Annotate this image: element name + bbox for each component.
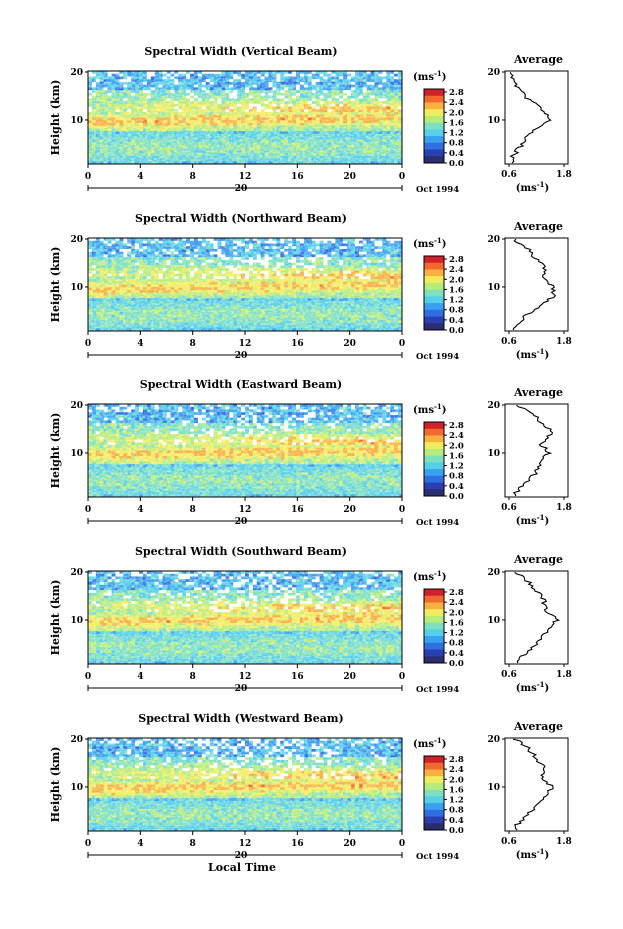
- panel-title: Spectral Width (Vertical Beam): [144, 45, 337, 58]
- colorbar-segment: [424, 115, 444, 124]
- colorbar-segment: [424, 89, 444, 97]
- x-tick-label: 0: [399, 172, 405, 182]
- colorbar-segment: [424, 149, 444, 157]
- average-line: [509, 71, 552, 164]
- colorbar-tick-label: 2.0: [449, 108, 464, 118]
- average-x-label-text: (ms: [516, 183, 537, 194]
- average-x-tick-label: 0.6: [501, 170, 517, 180]
- average-x-tick-label: 1.8: [556, 170, 572, 180]
- x-tick-label: 20: [343, 172, 356, 182]
- average-title: Average: [513, 53, 563, 66]
- y-axis-label: Height (km): [49, 80, 62, 156]
- y-tick-label: 20: [70, 68, 83, 78]
- average-profile: Average 20 10 0.6 1.8 (ms-1): [487, 53, 571, 194]
- colorbar-unit-text: (ms: [413, 72, 434, 83]
- colorbar-segment: [424, 136, 444, 144]
- panel-title: Spectral Width (Northward Beam): [135, 212, 347, 225]
- colorbar-tick-label: 0.0: [449, 159, 464, 169]
- colorbar-segment: [424, 129, 444, 137]
- colorbar-tick-label: 1.6: [449, 118, 464, 128]
- colorbar-segment: [424, 95, 444, 103]
- average-x-label: (ms-1): [516, 180, 549, 194]
- colorbar-segment: [424, 142, 444, 150]
- average-x-label-close: ): [545, 183, 550, 194]
- y-tick-label: 10: [70, 116, 83, 126]
- date-label: Oct 1994: [416, 185, 459, 195]
- colorbar-tick-label: 2.4: [449, 98, 464, 108]
- colorbar-tick-label: 1.2: [449, 129, 464, 139]
- colorbar-frame: [423, 88, 445, 164]
- panel-1: Spectral Width (Northward Beam) Height (k…: [49, 212, 572, 362]
- date-tick-label: 20: [235, 184, 248, 194]
- colorbar-tick-label: 2.8: [449, 88, 464, 98]
- colorbar-unit: (ms-1): [413, 69, 446, 83]
- x-tick-label: 12: [239, 172, 252, 182]
- colorbar-segment: [424, 122, 444, 130]
- y-axis-label: Height (km): [49, 247, 62, 323]
- colorbar-unit-sup: -1: [434, 69, 442, 78]
- colorbar-segment: [424, 109, 444, 117]
- x-tick-label: 0: [85, 172, 91, 182]
- colorbar-unit-close: ): [442, 72, 447, 83]
- colorbar: (ms-1)2.82.42.01.61.20.80.40.0: [413, 69, 464, 169]
- heatmap-texture: [88, 71, 402, 164]
- colorbar-tick-label: 0.4: [449, 149, 464, 159]
- average-frame: [504, 70, 569, 165]
- colorbar-segment: [424, 102, 444, 110]
- x-tick-label: 4: [137, 172, 143, 182]
- average-x-label-sup: -1: [537, 180, 545, 189]
- average-y-tick-label: 20: [487, 68, 500, 78]
- x-tick-label: 16: [291, 172, 304, 182]
- colorbar-tick-label: 0.8: [449, 139, 464, 149]
- colorbar-segment: [424, 156, 444, 164]
- average-y-tick-label: 10: [487, 116, 500, 126]
- panel-0: Spectral Width (Vertical Beam) Height (km…: [49, 45, 572, 195]
- x-tick-label: 8: [190, 172, 196, 182]
